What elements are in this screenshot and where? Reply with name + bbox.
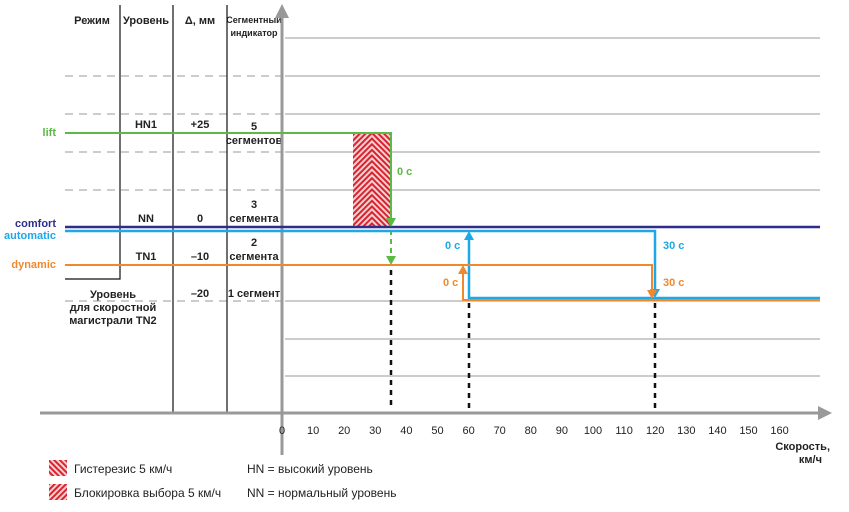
speed-markers [389,270,657,410]
x-tick-label: 80 [525,425,537,437]
x-tick-label: 130 [677,425,695,437]
automatic-line-low [467,240,820,300]
x-axis-label-2: км/ч [799,454,822,466]
row-delta: +25 [191,119,210,131]
row-indicator: 1 сегмент [228,288,281,300]
x-tick-label: 100 [584,425,602,437]
arrow-icon [458,265,468,274]
x-tick-label: 30 [369,425,381,437]
header-mode: Режим [74,15,110,27]
hysteresis-area [353,133,372,227]
legend-nn: NN = нормальный уровень [247,486,396,500]
auto-down-label: 30 с [663,240,684,252]
dyn-up-label: 0 с [443,277,458,289]
row-indicator: 2 [251,237,257,249]
row-level-3: магистрали TN2 [69,315,156,327]
automatic-line [65,229,657,290]
hysteresis-swatch [49,460,67,476]
legend-hn: HN = высокий уровень [247,462,373,476]
x-tick-label: 140 [708,425,726,437]
mode-lift: lift [43,127,57,139]
lift-line [65,132,392,219]
auto-up-label: 0 с [445,240,460,252]
lockout-swatch [49,484,67,500]
x-ticks: 0 10 20 30 40 50 60 70 80 90 100 110 120 130 140 150 160 [279,425,789,437]
row-delta: –10 [191,251,209,263]
header-level: Уровень [123,15,169,27]
dynamic-line [65,264,653,291]
row-indicator: 3 [251,199,257,211]
row-level-2: для скоростной [70,302,157,314]
mode-comfort: comfort [15,218,56,230]
row-indicator-2: сегментов [226,135,283,147]
row-indicator-2: сегмента [229,251,279,263]
x-tick-label: 60 [462,425,474,437]
lift-delay-label: 0 с [397,166,412,178]
legend-lockout: Блокировка выбора 5 км/ч [74,486,221,500]
header-indicator: Сегментный [226,15,281,25]
row-level: TN1 [136,251,157,263]
x-tick-label: 160 [770,425,788,437]
arrow-icon [647,290,657,299]
x-tick-label: 150 [739,425,757,437]
row-delta: 0 [197,213,203,225]
row-indicator: 5 [251,121,257,133]
x-tick-label: 20 [338,425,350,437]
row-level: NN [138,213,154,225]
header-delta: Δ, мм [185,15,215,27]
row-level: Уровень [90,289,136,301]
row-delta: –20 [191,288,209,300]
mode-automatic: automatic [4,230,56,242]
axes [40,4,832,455]
x-tick-label: 110 [615,425,633,437]
x-tick-label: 0 [279,425,285,437]
x-tick-label: 40 [400,425,412,437]
grid [65,37,820,377]
row-level: HN1 [135,119,157,131]
x-tick-label: 90 [556,425,568,437]
table-lines [65,5,228,413]
arrow-icon [386,256,396,265]
header-indicator-2: индикатор [230,28,278,38]
dynamic-line-low [462,273,820,301]
x-axis-label: Скорость, [775,441,830,453]
x-tick-label: 120 [646,425,664,437]
mode-dynamic: dynamic [11,259,56,271]
x-tick-label: 70 [494,425,506,437]
x-tick-label: 10 [307,425,319,437]
row-indicator-2: сегмента [229,213,279,225]
x-tick-label: 50 [431,425,443,437]
lockout-area [372,133,391,227]
dyn-down-label: 30 с [663,277,684,289]
arrow-icon [464,231,474,240]
legend-hysteresis: Гистерезис 5 км/ч [74,462,172,476]
arrow-icon [386,218,396,227]
